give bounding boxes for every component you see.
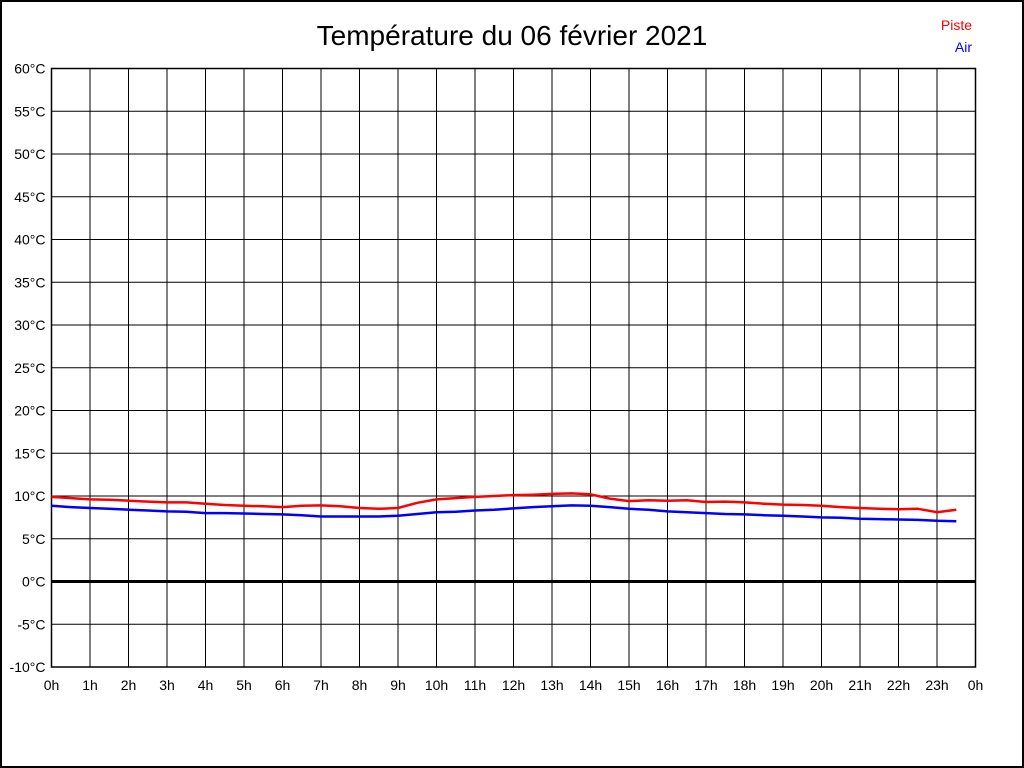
x-tick-label: 1h	[82, 677, 98, 693]
legend: Piste Air	[941, 14, 972, 58]
y-tick-label: 5°C	[22, 531, 46, 547]
x-tick-label: 0h	[968, 677, 984, 693]
y-tick-label: 55°C	[14, 103, 45, 119]
x-axis-labels: 0h 1h 2h 3h 4h 5h 6h 7h 8h 9h 10h 11h 12h 13h 14h 15h 16…	[44, 677, 984, 693]
x-tick-label: 18h	[733, 677, 756, 693]
series-line-air	[51, 504, 957, 523]
y-tick-label: 35°C	[14, 274, 45, 290]
x-tick-label: 20h	[810, 677, 833, 693]
legend-item-air: Air	[954, 39, 972, 55]
y-tick-label: 15°C	[14, 445, 45, 461]
x-tick-label: 7h	[313, 677, 329, 693]
y-tick-label: 10°C	[14, 488, 45, 504]
legend-item-piste: Piste	[940, 17, 972, 33]
grid	[51, 68, 976, 668]
x-tick-label: 0h	[44, 677, 60, 693]
y-tick-label: 60°C	[14, 61, 45, 77]
series-line-piste	[51, 492, 957, 514]
x-tick-label: 10h	[425, 677, 448, 693]
x-tick-label: 12h	[502, 677, 525, 693]
x-tick-label: 6h	[275, 677, 291, 693]
x-tick-label: 23h	[925, 677, 948, 693]
x-tick-label: 5h	[236, 677, 252, 693]
y-tick-label: -5°C	[17, 616, 45, 632]
y-tick-label: 0°C	[22, 574, 46, 590]
x-tick-label: 19h	[771, 677, 794, 693]
y-tick-label: -10°C	[10, 659, 46, 675]
x-tick-label: 13h	[540, 677, 563, 693]
y-tick-label: 50°C	[14, 146, 45, 162]
x-tick-label: 2h	[121, 677, 137, 693]
y-tick-label: 20°C	[14, 403, 45, 419]
y-tick-label: 25°C	[14, 360, 45, 376]
x-tick-label: 22h	[887, 677, 910, 693]
x-tick-label: 16h	[656, 677, 679, 693]
x-tick-label: 17h	[694, 677, 717, 693]
x-tick-label: 4h	[198, 677, 214, 693]
x-tick-label: 8h	[352, 677, 368, 693]
x-tick-label: 14h	[579, 677, 602, 693]
y-tick-label: 45°C	[14, 189, 45, 205]
x-tick-label: 15h	[617, 677, 640, 693]
y-tick-label: 40°C	[14, 232, 45, 248]
x-tick-label: 3h	[159, 677, 175, 693]
y-axis-labels: -10°C -5°C 0°C 5°C 10°C 15°C 20°C 25°C 30°C 35°C 4…	[10, 61, 46, 676]
y-tick-label: 30°C	[14, 317, 45, 333]
chart-title: Température du 06 février 2021	[316, 20, 708, 51]
x-tick-label: 11h	[464, 677, 486, 693]
x-tick-label: 21h	[848, 677, 871, 693]
x-tick-label: 9h	[390, 677, 406, 693]
plot-frame	[50, 67, 977, 668]
